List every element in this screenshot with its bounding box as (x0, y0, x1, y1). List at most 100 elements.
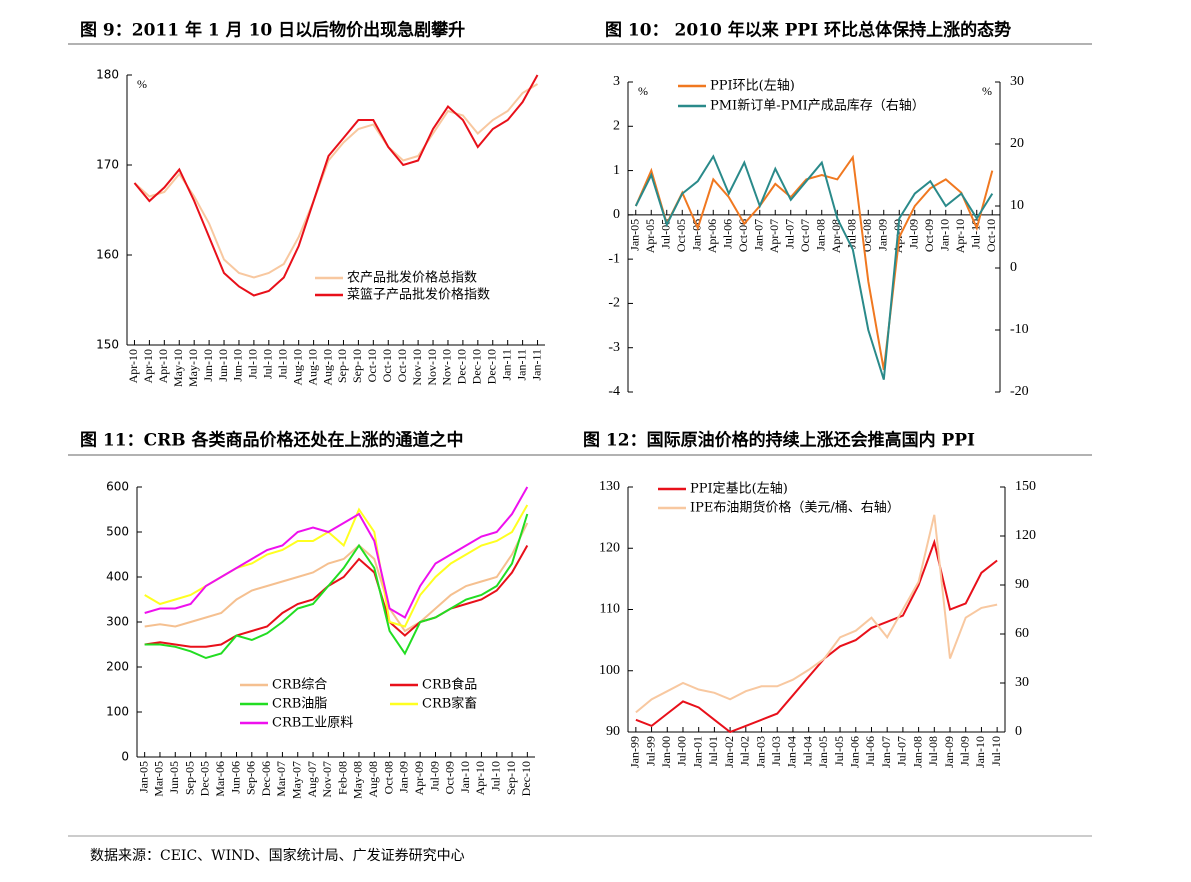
y-tick-label: 2 (613, 119, 620, 134)
x-tick-label: Oct-09 (922, 219, 936, 252)
x-tick-label: May-10 (171, 349, 185, 387)
x-tick-label: Jul-04 (800, 736, 814, 766)
x-tick-label: Sep-10 (350, 349, 364, 383)
x-tick-label: Jun-06 (228, 761, 242, 794)
series-line (133, 83, 539, 279)
x-tick-label: Jul-07 (895, 736, 909, 766)
x-tick-label: Jul-10 (276, 349, 290, 379)
x-tick-label: Oct-10 (984, 219, 998, 252)
legend-label: CRB家畜 (422, 696, 477, 712)
y-unit: % (137, 77, 147, 91)
x-tick-label: Oct-08 (381, 761, 395, 794)
x-tick-label: Jan-99 (628, 736, 642, 768)
x-tick-label: Oct-10 (380, 349, 394, 382)
x-tick-label: Oct-07 (798, 219, 812, 252)
x-tick-label: Jul-10 (246, 349, 260, 379)
x-tick-label: Jan-02 (722, 736, 736, 768)
series-line (634, 154, 994, 380)
y-tick-label: -3 (608, 340, 620, 355)
series-line (635, 538, 998, 734)
y-tick-label: 100 (106, 705, 129, 719)
x-tick-label: Mar-05 (152, 761, 166, 797)
x-tick-label: Jan-05 (628, 219, 642, 251)
y2-tick-label: -10 (1010, 322, 1029, 337)
x-tick-label: Jul-05 (832, 736, 846, 766)
x-tick-label: Jul-01 (706, 736, 720, 766)
y-tick-label: 300 (106, 615, 129, 629)
y-tick-label: 150 (96, 338, 119, 352)
x-tick-label: Apr-10 (156, 349, 170, 383)
x-tick-label: Oct-09 (443, 761, 457, 794)
legend-label: PMI新订单-PMI产成品库存（右轴） (710, 98, 925, 114)
chart-title: 图 9：2011 年 1 月 10 日以后物价出现急剧攀升 (80, 20, 465, 41)
y-tick-label: 0 (121, 750, 129, 764)
x-tick-label: Jan-09 (942, 736, 956, 768)
y-tick-label: -4 (608, 384, 620, 399)
x-tick-label: Jul-09 (907, 219, 921, 249)
x-tick-label: May-10 (186, 349, 200, 387)
x-tick-label: Jul-05 (659, 219, 673, 249)
y2-tick-label: 120 (1015, 528, 1036, 543)
source-note: 数据来源：CEIC、WIND、国家统计局、广发证券研究中心 (90, 847, 465, 864)
x-tick-label: Nov-10 (425, 349, 439, 386)
y2-tick-label: 90 (1015, 577, 1029, 592)
y-tick-label: 90 (606, 724, 620, 739)
x-tick-label: Jul-08 (926, 736, 940, 766)
series-line (635, 514, 998, 714)
x-tick-label: Jul-10 (989, 736, 1003, 766)
x-tick-label: Oct-06 (736, 219, 750, 252)
x-tick-label: Jan-00 (659, 736, 673, 768)
x-tick-label: Nov-10 (410, 349, 424, 386)
x-tick-label: Jul-06 (721, 219, 735, 249)
y-tick-label: -2 (608, 296, 620, 311)
y2-tick-label: 20 (1010, 136, 1024, 151)
x-tick-label: Apr-10 (953, 219, 967, 253)
y2-tick-label: 60 (1015, 626, 1029, 641)
x-tick-label: Aug-08 (366, 761, 380, 798)
x-tick-label: Jun-10 (201, 349, 215, 382)
x-tick-label: Dec-10 (470, 349, 484, 384)
y-tick-label: 600 (106, 480, 129, 494)
y2-tick-label: 150 (1015, 479, 1036, 494)
y-unit: % (638, 84, 648, 98)
x-tick-label: Jan-09 (397, 761, 411, 793)
x-tick-label: Apr-06 (705, 219, 719, 253)
x-tick-label: Apr-07 (767, 219, 781, 253)
x-tick-label: Jan-10 (938, 219, 952, 251)
x-tick-label: Sep-10 (504, 761, 518, 795)
x-tick-label: Apr-10 (126, 349, 140, 383)
x-tick-label: Jan-11 (529, 349, 543, 381)
x-tick-label: Oct-10 (395, 349, 409, 382)
y-tick-label: 200 (106, 660, 129, 674)
x-tick-label: Dec-06 (259, 761, 273, 796)
x-tick-label: Dec-10 (485, 349, 499, 384)
x-tick-label: May-08 (351, 761, 365, 799)
x-tick-label: Sep-05 (182, 761, 196, 795)
x-tick-label: Apr-10 (473, 761, 487, 795)
x-tick-label: Aug-10 (305, 349, 319, 386)
x-tick-label: Dec-05 (198, 761, 212, 796)
y-tick-label: 130 (599, 479, 620, 494)
y-tick-label: 170 (96, 158, 119, 172)
x-tick-label: Apr-05 (643, 219, 657, 253)
x-tick-label: Oct-05 (674, 219, 688, 252)
y-tick-label: 0 (613, 207, 620, 222)
x-tick-label: Jun-10 (216, 349, 230, 382)
y-tick-label: 110 (600, 602, 620, 617)
series-line (144, 545, 529, 648)
x-tick-label: Jan-09 (876, 219, 890, 251)
x-tick-label: Aug-10 (290, 349, 304, 386)
x-tick-label: Jul-09 (957, 736, 971, 766)
series-line (144, 504, 529, 628)
x-tick-label: Mar-06 (213, 761, 227, 797)
series-line (144, 522, 529, 633)
chart-title: 图 12：国际原油价格的持续上涨还会推高国内 PPI (583, 430, 975, 451)
legend-label: IPE布油期货价格（美元/桶、右轴） (690, 500, 900, 516)
chart-title: 图 11：CRB 各类商品价格还处在上涨的通道之中 (80, 430, 464, 451)
x-tick-label: Apr-08 (829, 219, 843, 253)
x-tick-label: Dec-10 (519, 761, 533, 796)
x-tick-label: Jan-04 (785, 736, 799, 768)
x-tick-label: Jul-03 (769, 736, 783, 766)
x-tick-label: Jul-09 (427, 761, 441, 791)
